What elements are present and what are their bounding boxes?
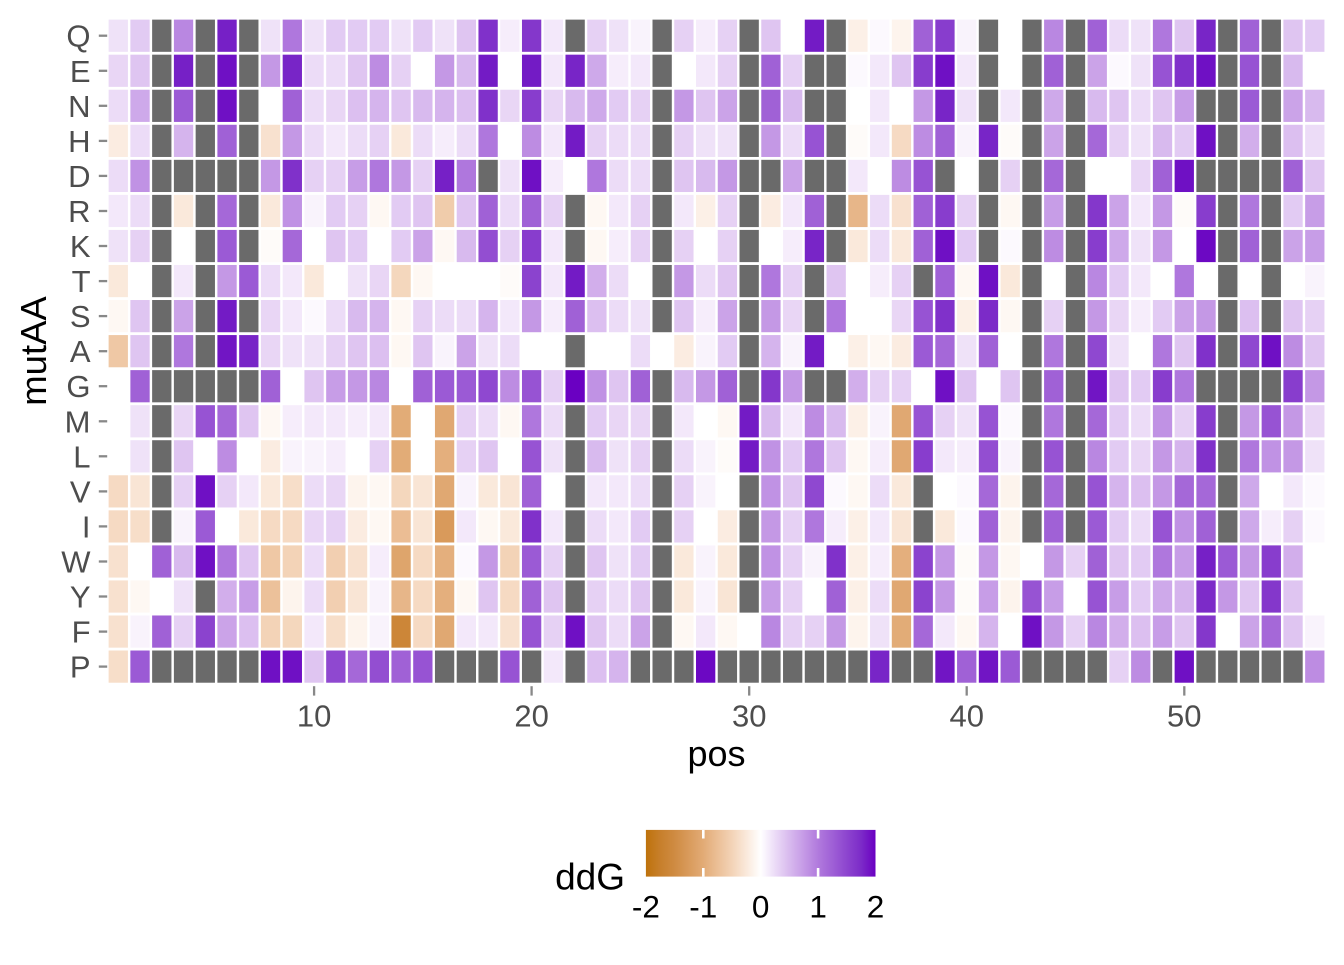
svg-text:40: 40 bbox=[949, 699, 983, 734]
svg-text:F: F bbox=[72, 615, 91, 650]
svg-text:S: S bbox=[70, 299, 91, 334]
svg-text:R: R bbox=[68, 194, 90, 229]
svg-text:A: A bbox=[70, 334, 91, 369]
svg-text:10: 10 bbox=[297, 699, 331, 734]
svg-text:-1: -1 bbox=[689, 888, 717, 924]
svg-text:P: P bbox=[70, 650, 91, 685]
svg-text:0: 0 bbox=[752, 888, 770, 924]
svg-text:I: I bbox=[82, 509, 91, 544]
svg-text:mutAA: mutAA bbox=[13, 296, 54, 406]
svg-text:W: W bbox=[61, 545, 91, 580]
svg-text:K: K bbox=[70, 229, 91, 264]
svg-text:1: 1 bbox=[809, 888, 827, 924]
svg-text:2: 2 bbox=[867, 888, 885, 924]
svg-text:L: L bbox=[73, 439, 90, 474]
svg-text:Y: Y bbox=[70, 580, 91, 615]
svg-text:G: G bbox=[66, 369, 90, 404]
svg-text:T: T bbox=[72, 264, 91, 299]
svg-text:ddG: ddG bbox=[555, 857, 625, 898]
svg-text:D: D bbox=[68, 159, 90, 194]
svg-text:E: E bbox=[70, 54, 91, 89]
svg-text:Q: Q bbox=[66, 19, 90, 54]
svg-text:-2: -2 bbox=[632, 888, 660, 924]
svg-text:20: 20 bbox=[514, 699, 548, 734]
svg-text:H: H bbox=[68, 124, 90, 159]
svg-text:pos: pos bbox=[687, 733, 745, 774]
svg-text:50: 50 bbox=[1167, 699, 1201, 734]
svg-text:V: V bbox=[70, 474, 91, 509]
svg-text:N: N bbox=[68, 89, 90, 124]
svg-text:M: M bbox=[65, 404, 91, 439]
svg-text:30: 30 bbox=[732, 699, 766, 734]
